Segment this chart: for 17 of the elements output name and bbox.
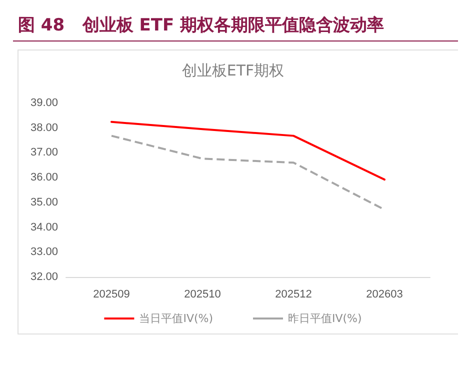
y-tick-label: 33.00 (30, 246, 58, 258)
y-tick-label: 35.00 (30, 196, 58, 208)
x-tick-label: 202512 (275, 288, 312, 300)
y-tick-label: 37.00 (30, 146, 58, 159)
chart-title: 图 48 创业板 ETF 期权各期限平值隐含波动率 (18, 16, 384, 36)
y-tick-label: 34.00 (30, 221, 58, 234)
legend-label: 当日平值IV(%) (139, 312, 214, 325)
x-tick-label: 202510 (184, 288, 221, 300)
legend-label: 昨日平值IV(%) (288, 312, 362, 325)
y-tick-label: 32.00 (30, 271, 58, 283)
y-tick-label: 38.00 (30, 122, 58, 134)
x-tick-label: 202509 (93, 288, 130, 300)
y-tick-label: 36.00 (30, 172, 58, 184)
y-tick-label: 39.00 (30, 97, 58, 109)
chart-subtitle: 创业板ETF期权 (182, 62, 284, 80)
line-series (110, 120, 386, 181)
x-tick-label: 202603 (366, 288, 403, 300)
